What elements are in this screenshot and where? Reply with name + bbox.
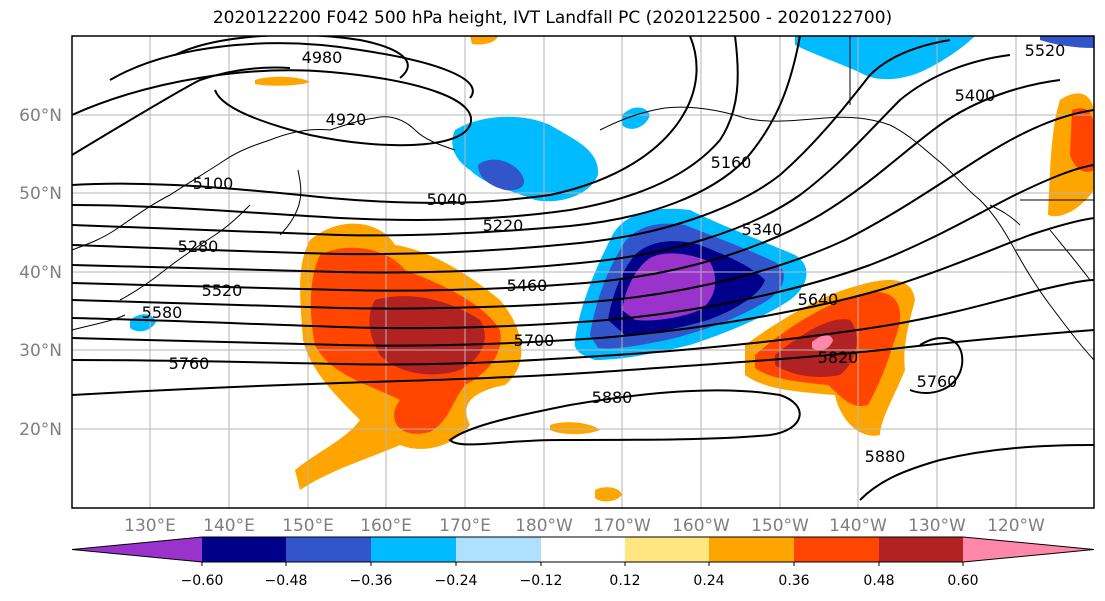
colorbar-tick-label: 0.12 (609, 573, 640, 589)
contour-label: 5520 (1025, 41, 1066, 60)
lon-label: 150°W (751, 516, 809, 536)
lon-label: 130°E (124, 516, 176, 536)
contour-label: 5400 (955, 86, 996, 105)
lon-label: 140°W (829, 516, 887, 536)
lat-label: 60°N (19, 106, 62, 126)
colorbar-segment (963, 537, 1094, 562)
colorbar-tick-label: −0.24 (435, 573, 478, 589)
map-title: 2020122200 F042 500 hPa height, IVT Land… (212, 8, 893, 28)
colorbar-segment (202, 537, 286, 562)
contour-label: 5220 (483, 216, 524, 235)
colorbar-segment (625, 537, 709, 562)
ivt-negative-shading (130, 36, 1094, 360)
colorbar-segment (72, 537, 202, 562)
contour-labels: 4980 4920 5100 5040 5220 5160 5400 5340 … (142, 41, 1066, 466)
contour-label: 5640 (798, 290, 839, 309)
colorbar-segment (879, 537, 963, 562)
latitude-labels: 60°N 50°N 40°N 30°N 20°N (19, 106, 62, 440)
lon-label: 120°W (987, 516, 1045, 536)
contour-label: 5040 (427, 190, 468, 209)
colorbar-segment (286, 537, 371, 562)
colorbar-tick-label: 0.60 (947, 573, 978, 589)
contour-label: 5880 (592, 388, 633, 407)
lat-label: 30°N (19, 341, 62, 361)
lon-label: 180°W (515, 516, 573, 536)
contour-label: 5280 (178, 237, 219, 256)
contour-label: 5760 (169, 354, 210, 373)
lon-label: 130°W (908, 516, 966, 536)
colorbar: −0.60 −0.48 −0.36 −0.24 −0.12 0.12 0.24 0.36 0.4… (71, 536, 1095, 589)
contour-label: 5760 (917, 372, 958, 391)
lon-label: 170°E (439, 516, 491, 536)
colorbar-segment (456, 537, 541, 562)
colorbar-tick-label: 0.48 (863, 573, 894, 589)
lat-label: 20°N (19, 420, 62, 440)
contour-label: 5880 (865, 447, 906, 466)
lon-label: 150°E (282, 516, 334, 536)
contour-label: 5340 (742, 220, 783, 239)
height-contours (72, 36, 1094, 501)
contour-label: 5700 (514, 331, 555, 350)
contour-label: 5520 (202, 281, 243, 300)
contour-label: 5580 (142, 303, 183, 322)
contour-label: 5100 (193, 174, 234, 193)
colorbar-segment (794, 537, 879, 562)
lon-label: 140°E (203, 516, 255, 536)
coastlines (72, 36, 1094, 361)
graticule (72, 36, 1094, 508)
lat-label: 40°N (19, 263, 62, 283)
colorbar-tick-label: −0.12 (520, 573, 563, 589)
colorbar-tick-label: −0.60 (181, 573, 224, 589)
contour-label: 5820 (818, 348, 859, 367)
lon-label: 170°W (593, 516, 651, 536)
lon-label: 160°W (672, 516, 730, 536)
contour-label: 4980 (302, 48, 343, 67)
colorbar-segment (541, 537, 625, 562)
contour-label: 4920 (326, 110, 367, 129)
colorbar-tick-label: −0.36 (350, 573, 393, 589)
lat-label: 50°N (19, 184, 62, 204)
colorbar-tick-label: −0.48 (265, 573, 308, 589)
colorbar-tick-label: 0.24 (693, 573, 724, 589)
map-border (71, 35, 1095, 509)
colorbar-tick-label: 0.36 (778, 573, 809, 589)
lon-label: 160°E (360, 516, 412, 536)
longitude-labels: 130°E 140°E 150°E 160°E 170°E 180°W 170°… (124, 516, 1045, 536)
colorbar-segment (709, 537, 794, 562)
contour-label: 5160 (711, 153, 752, 172)
colorbar-segment (371, 537, 456, 562)
contour-label: 5460 (507, 276, 548, 295)
